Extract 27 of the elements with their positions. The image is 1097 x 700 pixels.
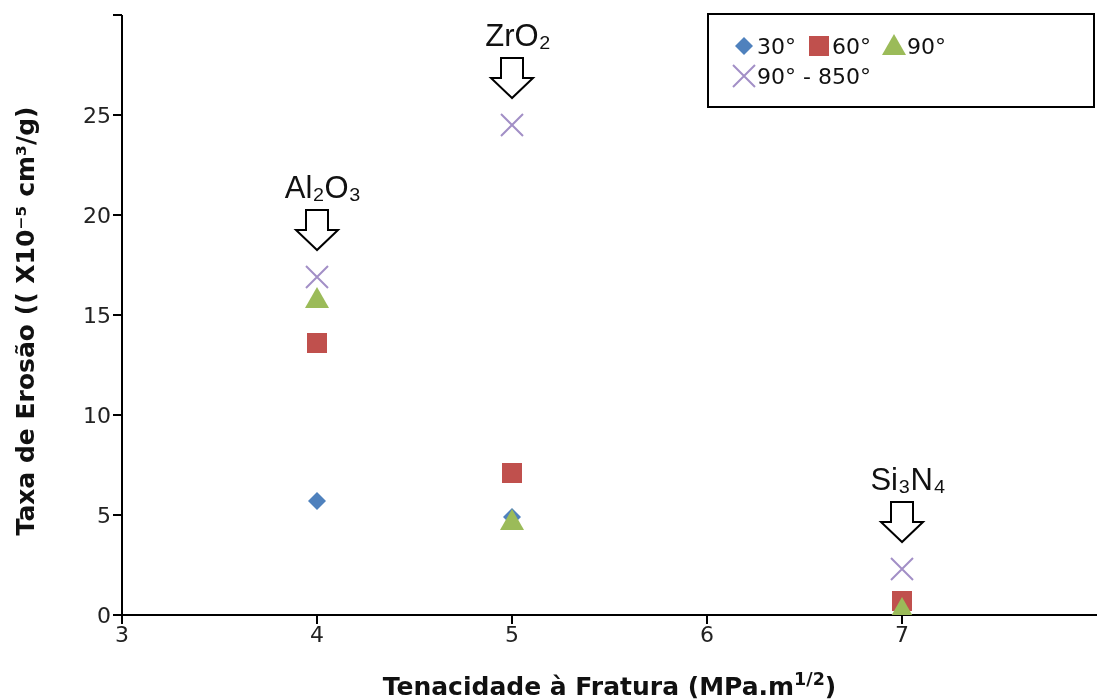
annotation: Si₃N₄ [870, 462, 946, 497]
point [308, 492, 326, 510]
x-tick-label: 6 [700, 621, 714, 647]
y-tick-label: 25 [83, 102, 111, 128]
y-tick-label: 10 [83, 402, 111, 428]
y-tick-label: 0 [97, 602, 111, 628]
y-tick-label: 15 [83, 302, 111, 328]
legend-label: 90° [907, 33, 946, 59]
point [500, 113, 524, 137]
y-tick-label: 5 [97, 502, 111, 528]
point [502, 463, 522, 483]
x-tick-label: 4 [310, 621, 324, 647]
x-tick-label: 3 [115, 621, 129, 647]
point [305, 287, 329, 308]
x-tick-label: 5 [505, 621, 519, 647]
point [307, 333, 327, 353]
legend-label: 60° [832, 33, 871, 59]
legend-label: 30° [757, 33, 796, 59]
point [890, 557, 914, 581]
x-tick-label: 7 [895, 621, 909, 647]
annotation: ZrO₂ [485, 18, 551, 53]
x-axis-title: Tenacidade à Fratura (MPa.m$^{1/2}$) [382, 669, 837, 700]
legend-label: 90° - 850° [757, 63, 871, 89]
y-axis-title: Taxa de Erosão (( X10⁻⁵ cm³/g) [11, 106, 40, 536]
annotation: Al₂O₃ [284, 170, 362, 205]
point [305, 265, 329, 289]
y-tick-label: 20 [83, 202, 111, 228]
